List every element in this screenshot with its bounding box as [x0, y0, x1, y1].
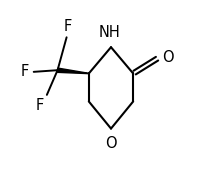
Text: O: O — [162, 49, 174, 65]
Text: O: O — [105, 136, 117, 151]
Polygon shape — [57, 68, 89, 74]
Text: F: F — [64, 19, 72, 34]
Text: F: F — [20, 64, 29, 79]
Text: NH: NH — [99, 25, 120, 40]
Text: F: F — [35, 98, 44, 113]
